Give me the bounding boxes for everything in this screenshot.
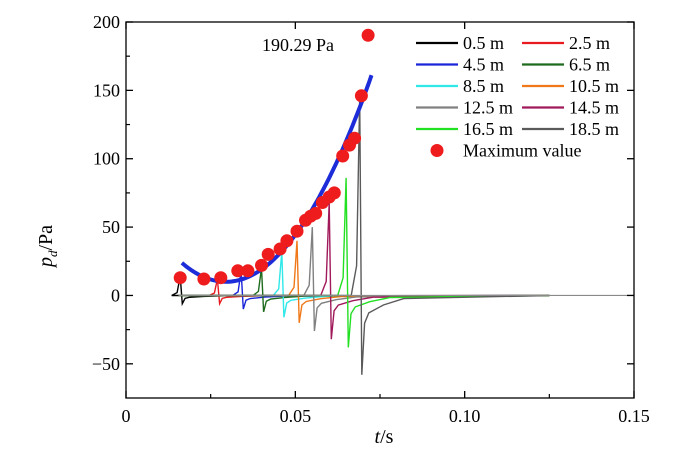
- max-point-6: [261, 247, 275, 261]
- series-line-2: [178, 270, 550, 310]
- x-axis-label: t/s: [375, 426, 394, 448]
- max-point-16: [336, 149, 350, 163]
- max-point-12: [309, 206, 323, 220]
- max-point-15: [327, 186, 341, 200]
- y-tick-label-0: −50: [92, 354, 120, 374]
- y-tick-label-4: 150: [93, 80, 120, 100]
- legend-label-4: 8.5 m: [463, 76, 504, 96]
- x-tick-label-3: 0.15: [618, 406, 650, 426]
- legend-label-6: 12.5 m: [463, 98, 513, 118]
- series-line-4: [178, 251, 550, 318]
- series-line-3: [178, 268, 550, 313]
- y-tick-label-1: 0: [111, 285, 120, 305]
- legend-label-8: 16.5 m: [463, 119, 513, 139]
- max-point-0: [173, 271, 187, 285]
- x-axis-label-unit: /s: [380, 426, 394, 448]
- y-axis-label-unit: /Pa: [35, 225, 57, 251]
- series-line-6: [178, 227, 550, 332]
- max-point-20: [361, 28, 375, 42]
- plot-frame: [125, 21, 635, 399]
- max-point-2: [214, 271, 228, 285]
- legend-label-7: 14.5 m: [569, 98, 619, 118]
- max-point-19: [354, 89, 368, 103]
- legend-label-max: Maximum value: [463, 141, 581, 161]
- legend-label-5: 10.5 m: [569, 76, 619, 96]
- y-tick-label-3: 100: [93, 149, 120, 169]
- max-point-5: [255, 258, 268, 272]
- y-axis-label-main: p: [35, 257, 57, 269]
- max-point-18: [348, 131, 362, 145]
- axes: 0 0.05 0.10 0.15 −50 0 50 100 150 200: [92, 12, 650, 426]
- x-axis-label-main: t: [375, 426, 381, 448]
- max-points-layer: [173, 28, 375, 286]
- y-tick-label-2: 50: [102, 217, 120, 237]
- plot-area: [171, 97, 634, 375]
- max-point-1: [197, 272, 211, 286]
- y-axis-label: pd/Pa: [35, 225, 60, 269]
- legend: 0.5 m 2.5 m 4.5 m 6.5 m 8.5 m 10.5 m 12.5 m 14.…: [416, 33, 619, 161]
- series-line-8: [178, 177, 550, 348]
- x-tick-label-2: 0.10: [449, 406, 481, 426]
- max-point-8: [280, 234, 294, 248]
- y-tick-label-5: 200: [93, 12, 120, 32]
- legend-label-9: 18.5 m: [569, 119, 619, 139]
- legend-label-3: 6.5 m: [569, 55, 610, 75]
- series-line-9: [178, 97, 550, 375]
- x-tick-label-0: 0: [122, 406, 131, 426]
- series-line-7: [178, 202, 550, 340]
- legend-label-1: 2.5 m: [569, 33, 610, 53]
- y-axis-label-sub: d: [45, 250, 60, 257]
- legend-marker-max: [430, 144, 444, 157]
- max-point-9: [290, 224, 304, 238]
- legend-label-0: 0.5 m: [463, 33, 504, 53]
- max-point-3: [231, 264, 245, 278]
- max-point-4: [241, 264, 255, 278]
- x-tick-label-1: 0.05: [280, 406, 312, 426]
- max-annotation: 190.29 Pa: [262, 35, 334, 55]
- legend-label-2: 4.5 m: [463, 55, 504, 75]
